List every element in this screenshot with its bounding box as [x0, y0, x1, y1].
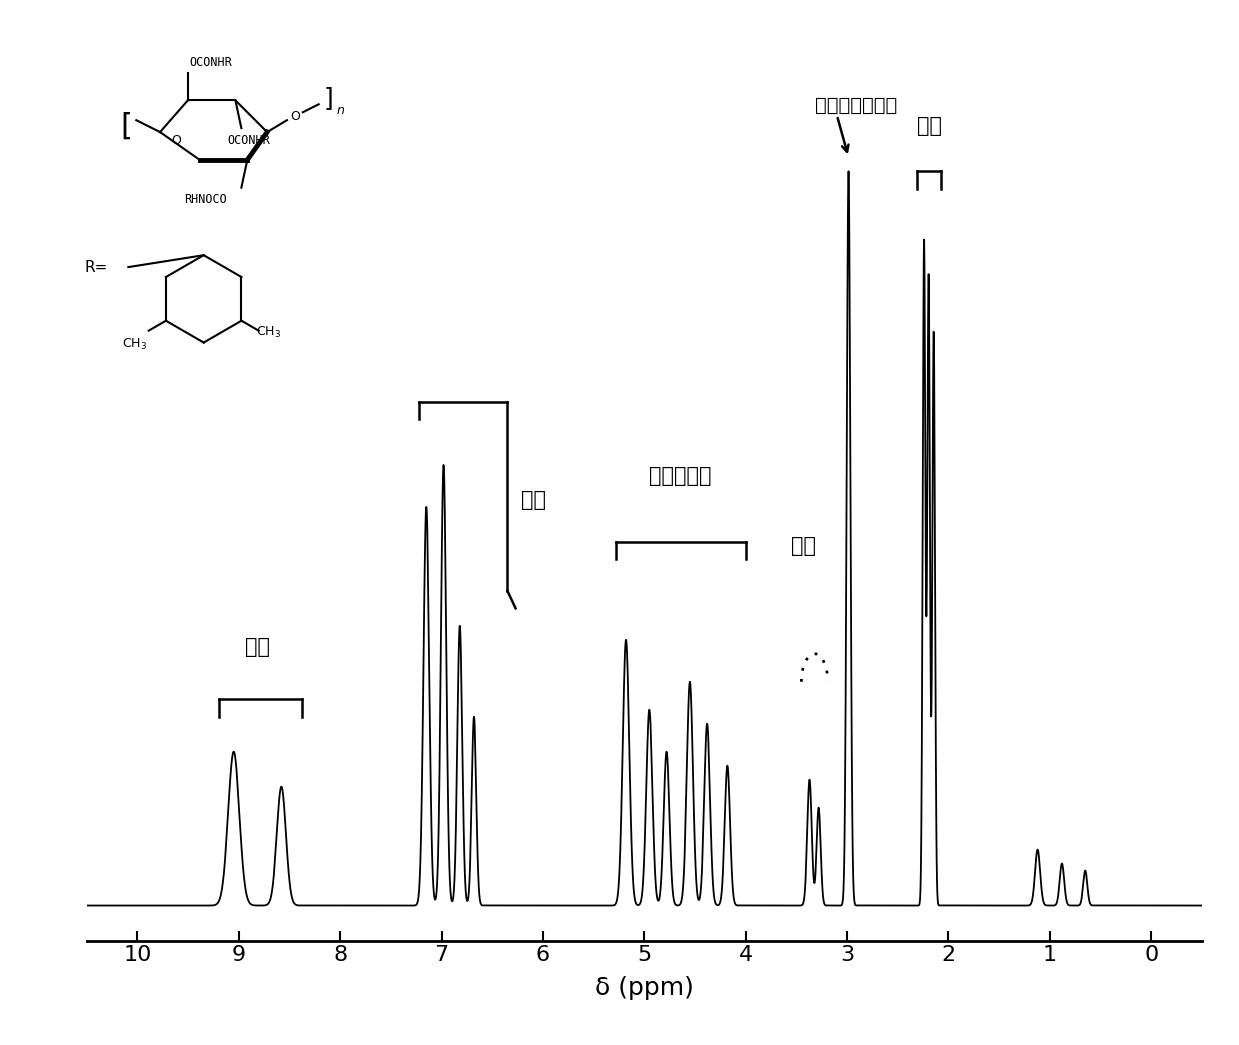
Text: CH$_3$: CH$_3$ [256, 325, 281, 341]
Text: 葡萄糖单元: 葡萄糖单元 [648, 466, 711, 486]
Text: CH$_3$: CH$_3$ [123, 336, 147, 352]
Text: ]: ] [323, 87, 333, 111]
X-axis label: δ (ppm): δ (ppm) [595, 976, 694, 1000]
Text: 苯基: 苯基 [520, 490, 545, 510]
Text: 氪代二甲基亚督: 氪代二甲基亚督 [814, 96, 897, 115]
Text: 甲基: 甲基 [917, 116, 942, 136]
Text: R=: R= [84, 259, 108, 275]
Text: O: O [171, 134, 181, 146]
Text: OCONHR: OCONHR [228, 134, 270, 146]
Text: [: [ [120, 112, 133, 141]
Text: RHNOCO: RHNOCO [183, 193, 227, 206]
Text: 甲醇: 甲醇 [792, 536, 817, 556]
Text: 氨基: 氨基 [244, 637, 270, 657]
Text: OCONHR: OCONHR [190, 56, 233, 69]
Text: O: O [290, 110, 300, 122]
Text: n: n [337, 103, 344, 117]
